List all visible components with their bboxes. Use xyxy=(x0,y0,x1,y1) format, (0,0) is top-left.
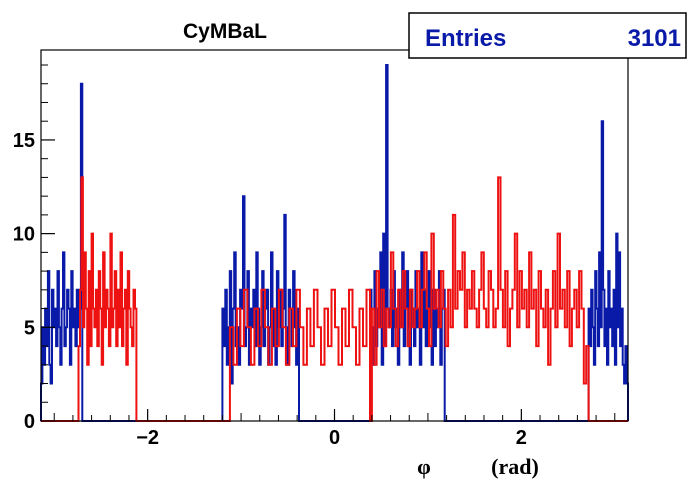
y-tick-label: 0 xyxy=(24,411,35,433)
x-axis-unit: (rad) xyxy=(491,454,539,479)
y-tick-label: 5 xyxy=(24,317,35,339)
x-tick-label: 2 xyxy=(516,427,527,449)
x-tick-label: −2 xyxy=(136,427,159,449)
stats-value: 3101 xyxy=(628,25,681,52)
series-line-blue xyxy=(40,64,629,422)
plot-frame xyxy=(40,49,629,422)
chart-title: CyMBaL xyxy=(183,20,267,43)
x-tick-label: 0 xyxy=(329,427,340,449)
series-line-red xyxy=(41,176,628,422)
stats-box xyxy=(408,12,687,59)
stats-label: Entries xyxy=(425,25,506,52)
y-tick-label: 15 xyxy=(13,130,35,152)
x-axis-symbol: φ xyxy=(417,454,431,479)
axis-tick-labels: −2 0 2 0 5 10 15 xyxy=(13,130,527,449)
y-tick-label: 10 xyxy=(13,224,35,246)
axis-ticks xyxy=(41,64,616,422)
series-layer xyxy=(40,64,629,422)
